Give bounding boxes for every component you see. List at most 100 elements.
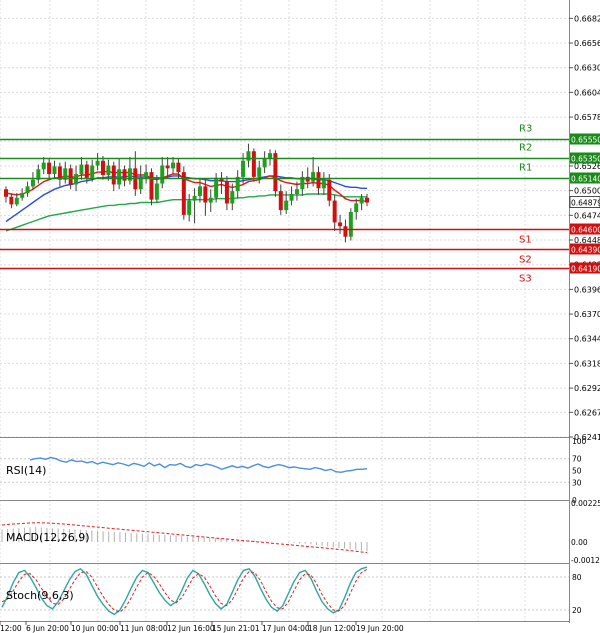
candle-bull: [311, 172, 316, 182]
y-tick-label: 0.63445: [574, 335, 600, 344]
candle-bull: [95, 160, 100, 166]
candle-bear: [4, 189, 8, 197]
candle-bull: [171, 162, 176, 169]
candle-bull: [36, 169, 41, 180]
candle-bull: [262, 157, 267, 168]
level-price-tag: [570, 243, 600, 255]
candle-bear: [149, 172, 154, 200]
y-tick-label: 0.65005: [574, 187, 600, 196]
level-price-tag: [570, 133, 600, 145]
x-tick-label: 10 Jun 00:00: [71, 624, 119, 633]
candle-bear: [57, 166, 62, 180]
candle-bull: [192, 195, 197, 201]
candle-bull: [289, 193, 294, 201]
x-tick-label: 15 Jun 21:01: [212, 624, 260, 633]
candle-bear: [332, 200, 337, 223]
candle-bear: [338, 222, 343, 227]
candle-bear: [219, 177, 224, 182]
labels: RSI(14) MACD(12,26,9) Stoch(9,6,3): [6, 464, 90, 602]
candle-bear: [203, 186, 208, 203]
candle-bear: [9, 196, 14, 205]
candle-bear: [365, 197, 369, 203]
rsi-title: RSI(14): [6, 464, 46, 477]
stoch-tick-label: 80: [572, 573, 582, 582]
candle-bull: [90, 165, 95, 178]
x-tick-label: 11 Jun 08:00: [120, 624, 168, 633]
y-tick-label: 0.64485: [574, 236, 600, 245]
candle-bear: [84, 164, 89, 178]
level-price-tag: [570, 172, 600, 184]
y-tick-label: 0.63965: [574, 285, 600, 294]
x-tick-label: 19 Jun 20:00: [356, 624, 404, 633]
candle-bull: [235, 176, 240, 192]
level-label-r1: R1: [519, 163, 532, 174]
level-price-tag: [570, 152, 600, 164]
candle-bear: [165, 165, 170, 169]
candle-bull: [30, 179, 35, 187]
candle-bull: [321, 179, 326, 189]
candle-bull: [25, 186, 30, 194]
level-label-s1: S1: [519, 235, 532, 246]
candle-bull: [41, 162, 46, 170]
candle-bull: [241, 160, 246, 177]
x-tick-label: 6 Jun 20:00: [26, 624, 69, 633]
x-tick-label: 17 Jun 04:00: [262, 624, 310, 633]
candle-bull: [117, 169, 122, 185]
candle-bear: [47, 162, 52, 175]
candle-bear: [68, 168, 73, 185]
candle-bull: [187, 200, 192, 215]
candle-bull: [127, 168, 132, 181]
candle-bull: [52, 166, 57, 175]
level-label-s3: S3: [519, 274, 532, 285]
level-price-tag: [570, 223, 600, 235]
candle-bear: [278, 191, 283, 211]
rsi-line: [29, 456, 368, 474]
stoch-tick-label: 20: [572, 606, 582, 615]
stoch-d-line: [1, 568, 368, 613]
candle-bear: [327, 179, 332, 201]
candle-bull: [300, 176, 305, 190]
candle-bull: [208, 197, 213, 203]
candle-bull: [63, 168, 68, 180]
candle-bull: [106, 165, 111, 175]
x-tick-label: 12:00: [0, 624, 22, 633]
candle-bull: [20, 193, 25, 198]
y-tick-label: 0.62925: [574, 384, 600, 393]
candle-bull: [348, 212, 353, 237]
candle-bull: [294, 189, 299, 194]
level-label-r2: R2: [519, 143, 532, 154]
ema-green-line: [5, 193, 367, 232]
candle-bear: [111, 165, 116, 185]
current-price-tag: [569, 196, 600, 208]
level-price-tag-text: 0.64190: [571, 265, 600, 274]
candle-bull: [257, 167, 262, 177]
candle-bear: [100, 160, 105, 175]
macd-tick-label: -0.00122: [571, 556, 600, 565]
level-price-tag-text: 0.65550: [571, 136, 600, 145]
macd-pane: [1, 522, 368, 554]
candle-bear: [181, 172, 186, 215]
rsi-tick-label: 30: [572, 478, 582, 487]
candle-bear: [273, 153, 278, 192]
rsi-tick-label: 70: [572, 455, 582, 464]
candle-bear: [176, 162, 181, 173]
candle-bear: [251, 151, 256, 177]
stoch-title: Stoch(9,6,3): [6, 589, 74, 602]
rsi-tick-label: 50: [572, 467, 582, 476]
candle-bull: [214, 177, 219, 198]
candle-bull: [246, 151, 251, 161]
candle-bull: [284, 200, 289, 211]
grid-lines: [0, 0, 569, 621]
current-price-text: 0.64879: [571, 199, 600, 208]
candle-bull: [79, 164, 84, 175]
candle-bull: [230, 191, 235, 204]
price-pane: R3 R2 R1 S1 S2 S3: [0, 124, 569, 285]
